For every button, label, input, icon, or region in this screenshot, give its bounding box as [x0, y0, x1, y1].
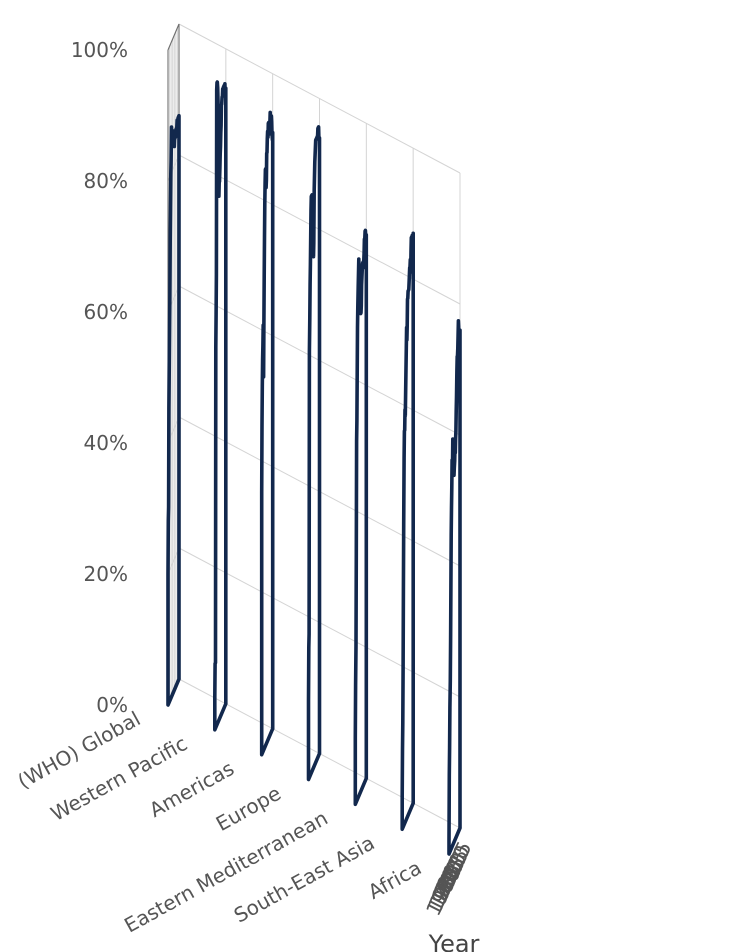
series-line — [306, 125, 322, 782]
z-tick-label: 40% — [84, 431, 128, 455]
series-line — [166, 113, 181, 707]
series-line — [353, 228, 369, 807]
chart-traces — [166, 80, 462, 856]
x-axis-title: Year — [428, 930, 480, 952]
axis-line-top — [167, 23, 180, 51]
series-line — [259, 110, 275, 757]
z-tick-label: 80% — [84, 169, 128, 193]
z-tick-label: 100% — [71, 38, 128, 62]
z-tick-label: 20% — [84, 562, 128, 586]
z-tick-label: 60% — [84, 300, 128, 324]
series-line — [213, 80, 228, 732]
year-tick-label: 2015 — [432, 837, 476, 893]
category-label: Europe — [212, 781, 285, 836]
z-tick-label: 0% — [96, 693, 128, 717]
category-label: Africa — [364, 855, 426, 904]
series-line — [400, 231, 416, 832]
series-line — [447, 318, 462, 856]
